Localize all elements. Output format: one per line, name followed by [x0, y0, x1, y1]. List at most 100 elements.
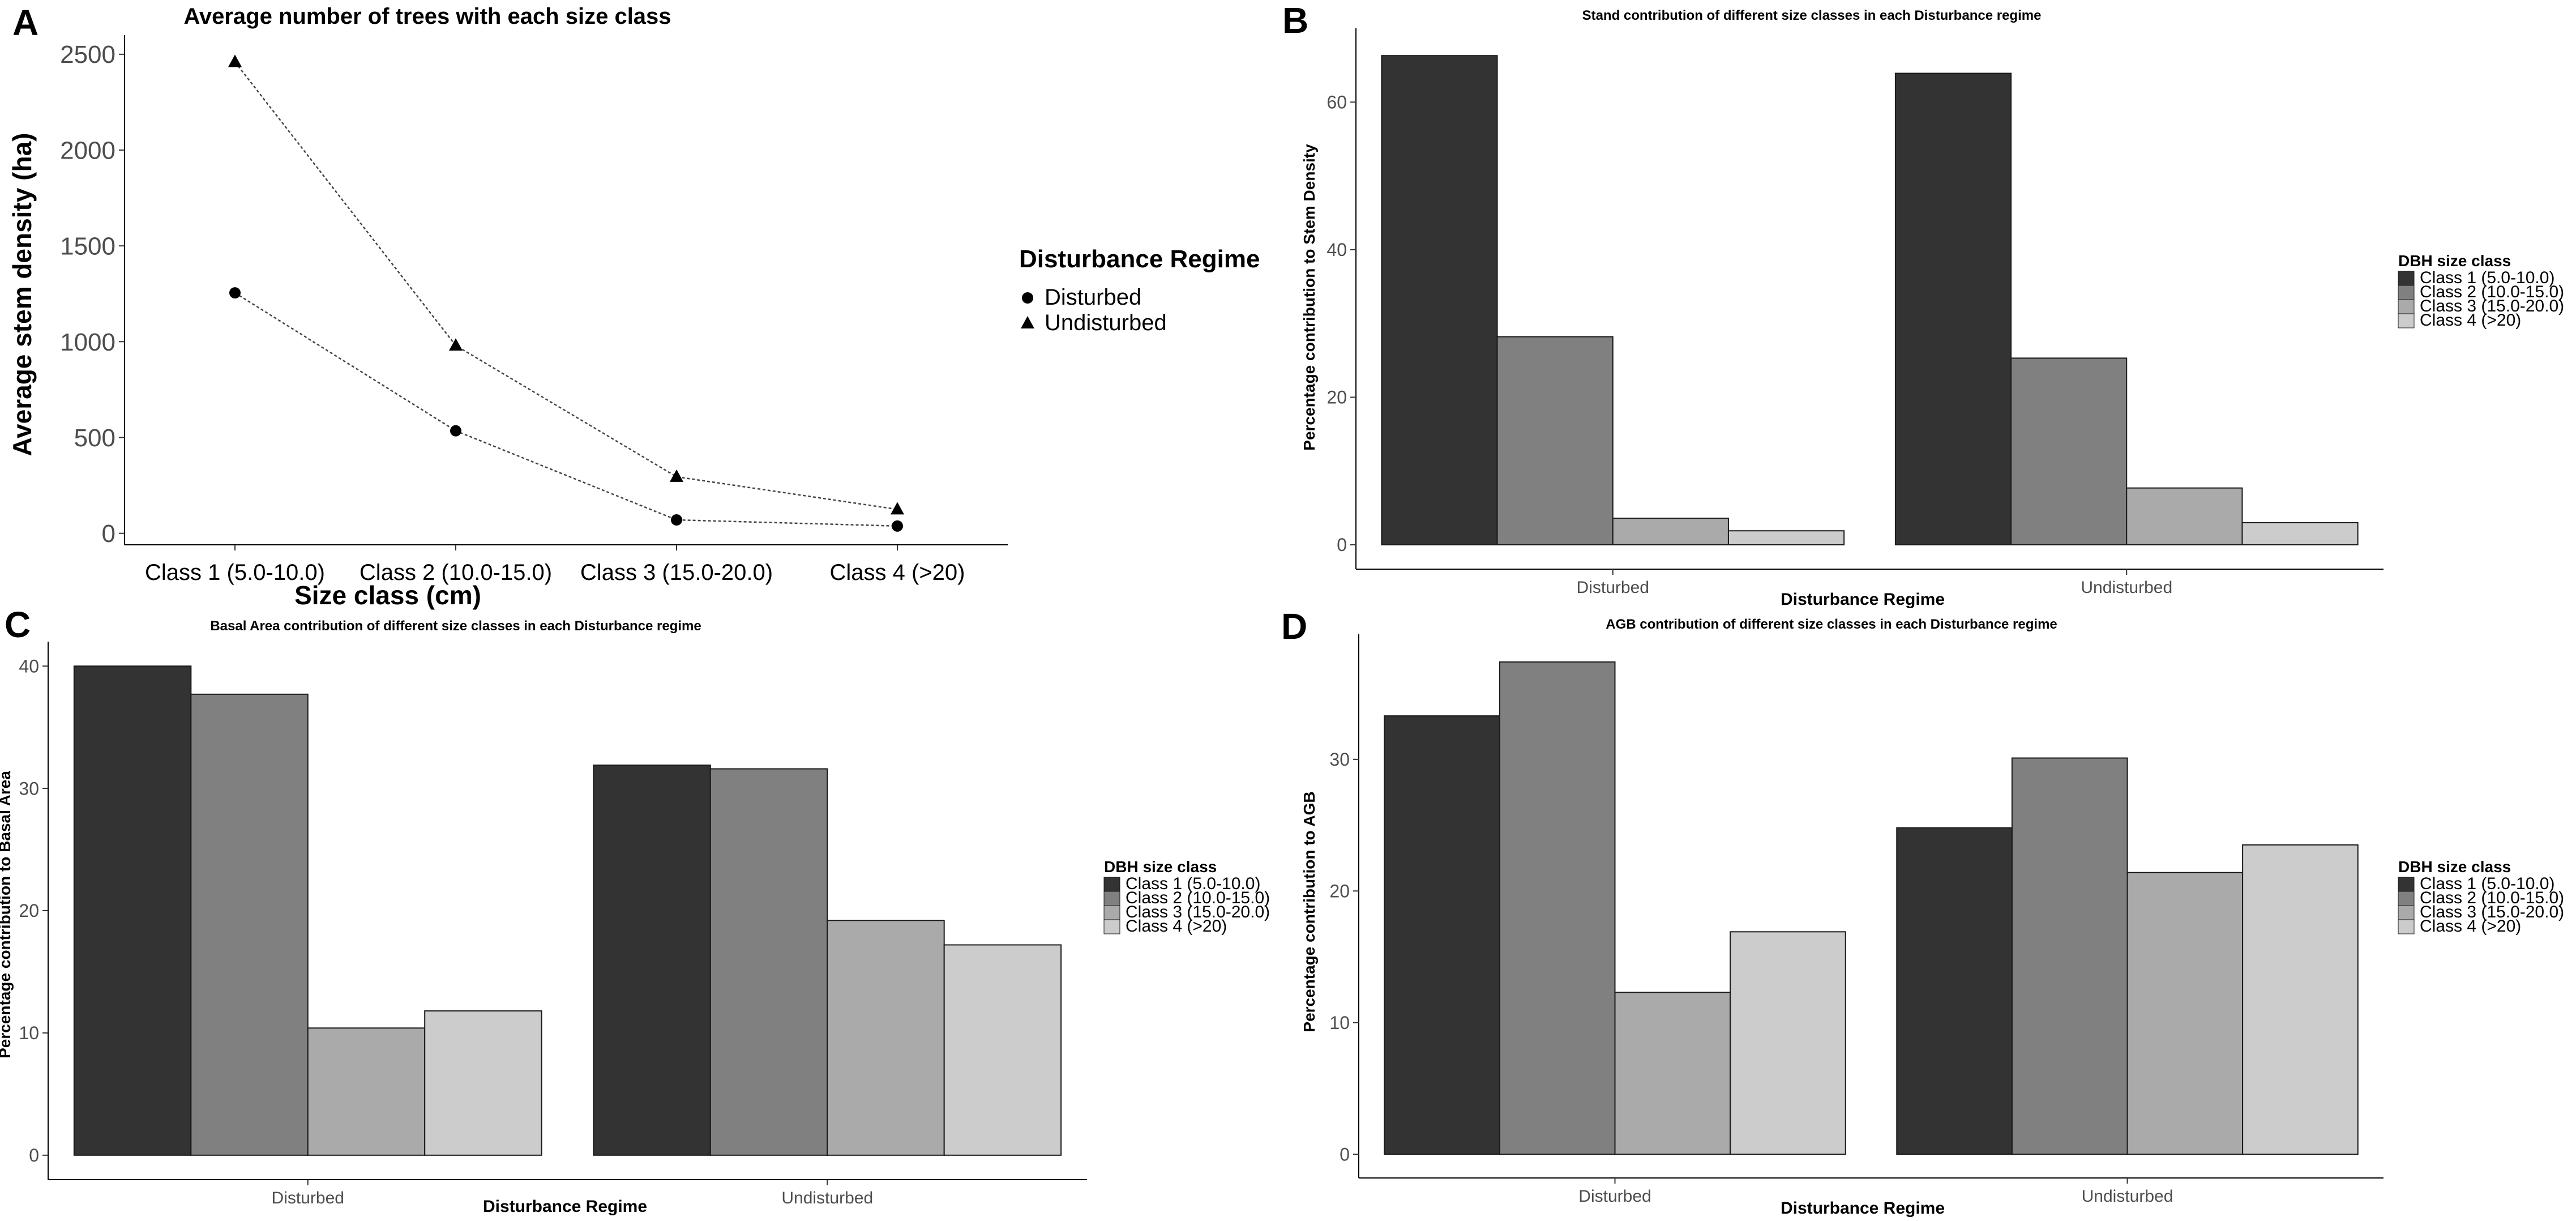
bar-disturbed-class-2	[1496, 336, 1614, 546]
x-tick-label: Class 2 (10.0-15.0)	[360, 560, 552, 585]
legend-item-label: Class 2 (10.0-15.0)	[2420, 283, 2564, 301]
legend-item-label: Class 2 (10.0-15.0)	[2420, 889, 2564, 907]
legend-item-label: Class 4 (>20)	[2420, 917, 2521, 936]
data-point-undisturbed	[228, 54, 242, 67]
data-point-undisturbed	[670, 469, 683, 482]
bar-undisturbed-class-2	[2010, 357, 2128, 546]
legend-item-label: Disturbed	[1045, 285, 1141, 310]
bar-disturbed-class-1	[1381, 55, 1498, 546]
bar-undisturbed-class-3	[2126, 872, 2244, 1155]
y-tick-label: 20	[1326, 387, 1347, 408]
legend-title: DBH size class	[2398, 252, 2511, 270]
y-tick-label: 60	[1326, 92, 1347, 112]
bar-disturbed-class-2	[1499, 661, 1616, 1155]
x-tick-label: Disturbed	[272, 1189, 344, 1207]
legend-marker-disturbed	[1022, 292, 1033, 304]
y-tick-label: 0	[29, 1145, 39, 1166]
panel-letter: C	[5, 604, 31, 645]
legend-swatch	[2398, 919, 2415, 934]
y-tick-label: 20	[19, 900, 39, 921]
data-point-undisturbed	[449, 338, 463, 351]
legend-title: Disturbance Regime	[1019, 245, 1260, 273]
bar-disturbed-class-3	[1614, 992, 1731, 1155]
x-tick-label: Undisturbed	[2081, 578, 2172, 597]
legend-item-label: Class 1 (5.0-10.0)	[2420, 268, 2554, 287]
x-axis-label: Disturbance Regime	[1781, 1199, 1945, 1218]
legend-item-label: Class 3 (15.0-20.0)	[2420, 903, 2564, 921]
legend-swatch	[2398, 905, 2415, 920]
legend-swatch	[1103, 919, 1120, 934]
legend-item-label: Class 4 (>20)	[2420, 311, 2521, 330]
data-point-disturbed	[229, 287, 241, 299]
data-point-disturbed	[892, 520, 903, 532]
bar-disturbed-class-4	[1727, 530, 1845, 546]
bar-undisturbed-class-4	[2242, 844, 2359, 1155]
x-tick-label: Disturbed	[1577, 578, 1649, 597]
legend-item-label: Class 3 (15.0-20.0)	[1126, 903, 1270, 921]
chart-title: AGB contribution of different size class…	[1606, 617, 2057, 632]
legend-swatch	[2398, 299, 2415, 314]
data-point-disturbed	[450, 425, 461, 437]
legend-swatch	[2398, 271, 2415, 286]
bar-disturbed-class-3	[1612, 518, 1729, 546]
x-tick-label: Class 4 (>20)	[830, 560, 965, 585]
x-tick-label: Undisturbed	[2082, 1187, 2173, 1206]
legend-marker-undisturbed	[1021, 316, 1034, 328]
legend-item-label: Class 1 (5.0-10.0)	[2420, 874, 2554, 893]
y-tick-label: 1000	[60, 328, 115, 356]
y-tick-label: 0	[1337, 535, 1347, 555]
y-axis-label: Percentage contribution to Stem Density	[1300, 144, 1318, 451]
bar-disturbed-class-3	[307, 1027, 426, 1156]
data-point-disturbed	[671, 514, 682, 526]
y-axis-label: Percentage contribution to Basal Area	[0, 771, 14, 1058]
y-tick-label: 1500	[60, 233, 115, 261]
legend-swatch	[1103, 891, 1120, 906]
panel-a: A Average number of trees with each size …	[7, 2, 1260, 610]
legend-item-label: Class 4 (>20)	[1126, 917, 1227, 936]
bar-undisturbed-class-4	[2241, 522, 2359, 546]
bar-undisturbed-class-3	[2126, 487, 2243, 546]
panel-c: C Basal Area contribution of different si…	[0, 604, 1270, 1216]
x-tick-label: Class 1 (5.0-10.0)	[145, 560, 325, 585]
panel-letter: D	[1281, 606, 1307, 647]
series-line-undisturbed	[234, 61, 898, 510]
bar-undisturbed-class-4	[943, 944, 1062, 1156]
bar-undisturbed-class-2	[709, 768, 828, 1156]
bar-undisturbed-class-3	[827, 920, 945, 1156]
bar-disturbed-class-1	[1384, 715, 1500, 1155]
panel-d: D AGB contribution of different size clas…	[1281, 606, 2564, 1218]
legend-item-label: Class 3 (15.0-20.0)	[2420, 297, 2564, 315]
legend-item-label: Class 2 (10.0-15.0)	[1126, 889, 1270, 907]
x-axis-label: Disturbance Regime	[483, 1197, 647, 1216]
y-tick-label: 2000	[60, 136, 115, 164]
y-tick-label: 0	[1340, 1144, 1350, 1164]
y-tick-label: 40	[19, 656, 39, 676]
x-tick-label: Disturbed	[1578, 1187, 1651, 1206]
bar-undisturbed-class-1	[1894, 72, 2012, 546]
panel-b: B Stand contribution of different size cl…	[1282, 0, 2564, 609]
bar-disturbed-class-1	[73, 665, 192, 1156]
panel-letter: A	[12, 2, 38, 43]
legend-item-label: Undisturbed	[1045, 310, 1167, 335]
bar-undisturbed-class-1	[1896, 827, 2013, 1155]
bar-undisturbed-class-2	[2011, 757, 2128, 1155]
y-tick-label: 0	[102, 520, 115, 548]
legend-swatch	[1103, 905, 1120, 920]
legend-title: DBH size class	[2398, 858, 2511, 876]
chart-title: Basal Area contribution of different siz…	[210, 618, 701, 634]
bar-undisturbed-class-1	[593, 765, 711, 1156]
chart-title: Average number of trees with each size c…	[183, 4, 671, 29]
legend-swatch	[2398, 877, 2415, 892]
bar-disturbed-class-4	[1730, 931, 1846, 1155]
legend-swatch	[1103, 877, 1120, 892]
y-tick-label: 2500	[60, 41, 115, 69]
series-line-disturbed	[234, 292, 898, 527]
y-tick-label: 30	[1329, 749, 1350, 770]
legend-swatch	[2398, 313, 2415, 328]
x-axis-label: Size class (cm)	[294, 580, 481, 610]
chart-title: Stand contribution of different size cla…	[1582, 8, 2042, 23]
x-axis-label: Disturbance Regime	[1781, 590, 1945, 609]
panel-letter: B	[1282, 0, 1308, 41]
bar-disturbed-class-4	[424, 1010, 542, 1156]
